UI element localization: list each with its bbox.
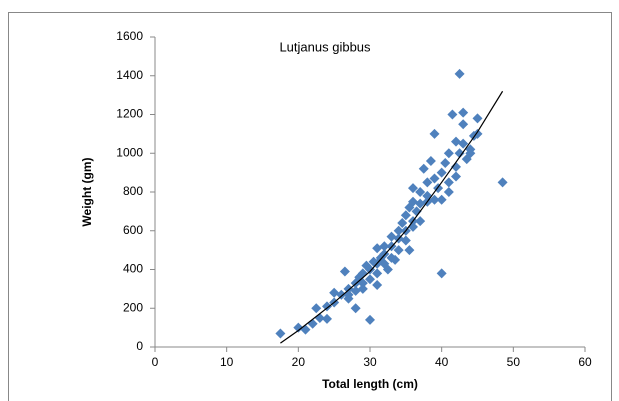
data-point [343,283,354,294]
chart-frame [8,12,612,401]
data-point [379,241,390,252]
data-point [436,167,447,178]
data-point [436,268,447,279]
data-point [382,264,393,275]
data-point [497,177,508,188]
y-tick-label: 1600 [116,29,143,43]
data-point [372,280,383,290]
y-tick-label: 400 [123,262,143,276]
data-point [418,163,429,174]
data-point [454,148,465,159]
data-point [293,322,304,333]
chart-title: Lutjanus gibbus [279,39,371,54]
data-point [365,264,375,275]
data-point [404,245,415,256]
x-tick-label: 40 [435,355,449,369]
data-point [429,173,440,184]
data-point [322,301,332,312]
data-point [300,324,311,335]
data-point [465,144,476,155]
data-point [415,187,426,197]
data-point [275,328,286,339]
data-point [454,68,465,79]
x-tick-label: 60 [578,355,592,369]
data-point [400,210,411,221]
x-tick-label: 0 [152,355,159,369]
data-point [408,196,418,207]
data-point [472,113,483,124]
data-point [357,283,368,294]
data-point [415,198,426,209]
data-point [458,138,469,149]
y-tick-label: 1200 [116,107,143,121]
trend-line [280,90,504,344]
data-point [400,235,411,246]
y-tick-label: 0 [136,339,143,353]
data-point [329,287,340,298]
data-point [458,107,469,118]
y-tick-label: 600 [123,223,143,237]
data-point [451,171,461,182]
x-tick-label: 50 [507,355,521,369]
data-point [311,303,322,314]
data-point [443,187,454,197]
x-tick-label: 10 [220,355,234,369]
data-point [440,157,451,168]
y-tick-label: 200 [123,300,143,314]
data-point [458,119,469,130]
data-point [322,313,332,324]
data-point [422,177,433,188]
y-tick-label: 1400 [116,68,143,82]
x-tick-label: 20 [292,355,306,369]
y-axis-title: Weight (gm) [80,157,94,226]
data-point [408,183,418,194]
data-point [307,318,318,329]
data-point [451,136,461,147]
data-point [372,243,383,254]
x-axis-title: Total length (cm) [322,377,418,391]
data-point [443,177,454,188]
data-point [372,268,383,279]
data-point [350,303,361,314]
data-point [443,148,454,159]
y-tick-label: 800 [123,184,143,198]
data-point [336,289,347,300]
data-point [415,216,426,227]
data-point [393,245,404,256]
data-point [393,225,404,236]
data-point [425,156,436,166]
data-point [447,109,458,120]
x-tick-label: 30 [363,355,377,369]
data-point [339,266,350,277]
data-point [411,206,422,217]
data-point [451,161,461,172]
data-point [365,274,375,285]
y-tick-label: 1000 [116,145,143,159]
data-point [429,128,440,139]
data-point [429,194,440,205]
data-point [365,314,375,325]
data-point [386,252,397,263]
data-point [436,194,447,205]
data-point [397,218,408,228]
data-point [386,231,397,242]
data-point [350,285,361,296]
